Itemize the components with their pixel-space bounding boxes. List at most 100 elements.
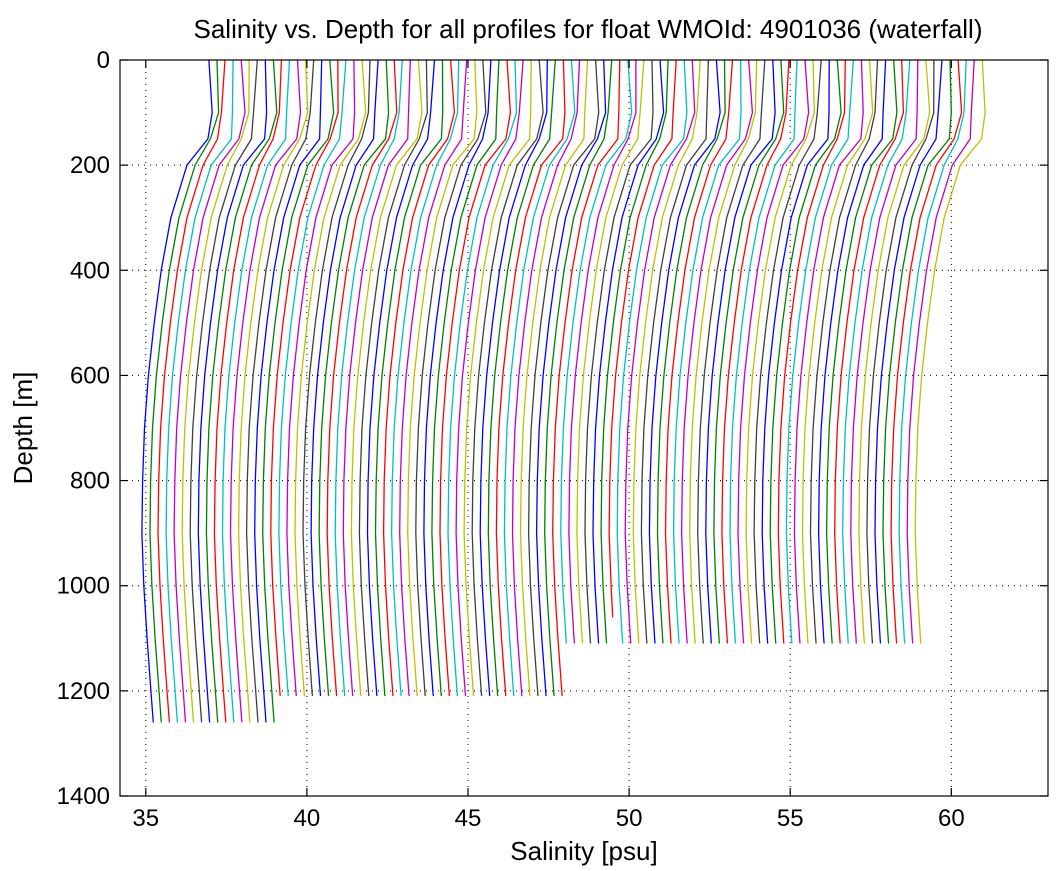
profile-line: [560, 59, 633, 644]
profile-line: [471, 59, 544, 697]
profile-line: [632, 59, 701, 644]
profile-line: [495, 59, 566, 697]
profile-line: [834, 59, 905, 644]
profile-line: [415, 59, 487, 697]
y-tick-label: 400: [70, 257, 110, 284]
profile-line: [753, 59, 822, 644]
profile-line: [914, 59, 986, 644]
profile-line: [721, 59, 790, 644]
profile-line: [648, 59, 721, 644]
profile-line: [809, 59, 879, 644]
profile-line: [898, 59, 967, 644]
profile-line: [326, 59, 398, 697]
profile-line: [479, 59, 548, 697]
y-tick-label: 600: [70, 362, 110, 389]
x-tick-label: 55: [777, 805, 804, 832]
y-tick-label: 0: [97, 47, 110, 74]
profile-line: [745, 59, 815, 644]
profile-line: [165, 59, 234, 723]
y-tick-label: 200: [70, 152, 110, 179]
x-axis-label: Salinity [psu]: [510, 836, 657, 866]
profile-line: [229, 59, 302, 723]
profile-line: [407, 59, 478, 697]
x-tick-label: 35: [132, 805, 159, 832]
profile-line: [882, 59, 952, 644]
profile-line: [278, 59, 347, 697]
profile-line: [850, 59, 919, 644]
profile-line: [616, 59, 688, 644]
y-tick-label: 1400: [57, 783, 110, 810]
profile-line: [801, 59, 874, 644]
profile-line: [544, 59, 613, 697]
profile-line: [294, 59, 367, 697]
profile-line: [286, 59, 356, 697]
profile-line: [270, 59, 339, 697]
profile-line: [423, 59, 492, 697]
profile-line: [705, 59, 776, 644]
profile-line: [737, 59, 810, 644]
profile-line: [640, 59, 710, 644]
profile-line: [181, 59, 250, 723]
profile-line: [342, 59, 411, 697]
profile-line: [825, 59, 898, 644]
x-tick-label: 50: [616, 805, 643, 832]
profile-line: [262, 59, 335, 723]
profile-line: [793, 59, 864, 644]
profile-line: [761, 59, 830, 644]
profile-line: [213, 59, 283, 723]
profile-line: [689, 59, 758, 644]
profile-line: [237, 59, 309, 723]
profile-line: [842, 59, 911, 644]
profile-line: [527, 59, 600, 697]
profile-line: [664, 59, 734, 644]
profile-line: [374, 59, 444, 697]
profile-line: [173, 59, 246, 723]
profile-line: [817, 59, 887, 644]
profile-line: [366, 59, 436, 697]
profile-line: [680, 59, 754, 644]
profile-line: [729, 59, 798, 644]
profile-line: [608, 59, 677, 618]
y-axis-label: Depth [m]: [8, 372, 38, 485]
profile-line: [624, 59, 696, 644]
profile-line: [906, 59, 975, 644]
profile-line: [447, 59, 518, 697]
profile-line: [866, 59, 935, 644]
profile-line: [511, 59, 581, 697]
profile-line: [358, 59, 428, 697]
profile-line: [858, 59, 931, 644]
profile-line: [350, 59, 423, 697]
profile-line: [672, 59, 742, 644]
profile-line: [310, 59, 379, 697]
profile-line: [777, 59, 846, 644]
profile-line: [149, 59, 220, 723]
profile-line: [197, 59, 268, 723]
profile-line: [245, 59, 315, 723]
x-tick-label: 45: [455, 805, 482, 832]
profile-line: [584, 59, 654, 644]
y-tick-label: 1000: [57, 573, 110, 600]
profile-line: [576, 59, 645, 644]
profile-line: [390, 59, 460, 697]
profile-line: [785, 59, 855, 644]
profile-line: [318, 59, 390, 697]
y-tick-label: 1200: [57, 678, 110, 705]
profile-line: [205, 59, 278, 723]
profile-line: [600, 59, 669, 644]
profile-line: [302, 59, 371, 697]
profile-line: [890, 59, 963, 644]
profile-line: [334, 59, 403, 697]
profile-line: [463, 59, 532, 697]
profile-line: [697, 59, 766, 644]
profile-line: [157, 59, 226, 723]
profile-line: [439, 59, 512, 697]
chart-title: Salinity vs. Depth for all profiles for …: [194, 14, 983, 44]
axes-frame: [119, 59, 1049, 797]
profile-line: [769, 59, 842, 644]
profile-line: [189, 59, 258, 723]
profile-line: [221, 59, 291, 723]
profile-line: [141, 59, 213, 723]
profile-line: [399, 59, 468, 697]
profile-line: [568, 60, 637, 644]
